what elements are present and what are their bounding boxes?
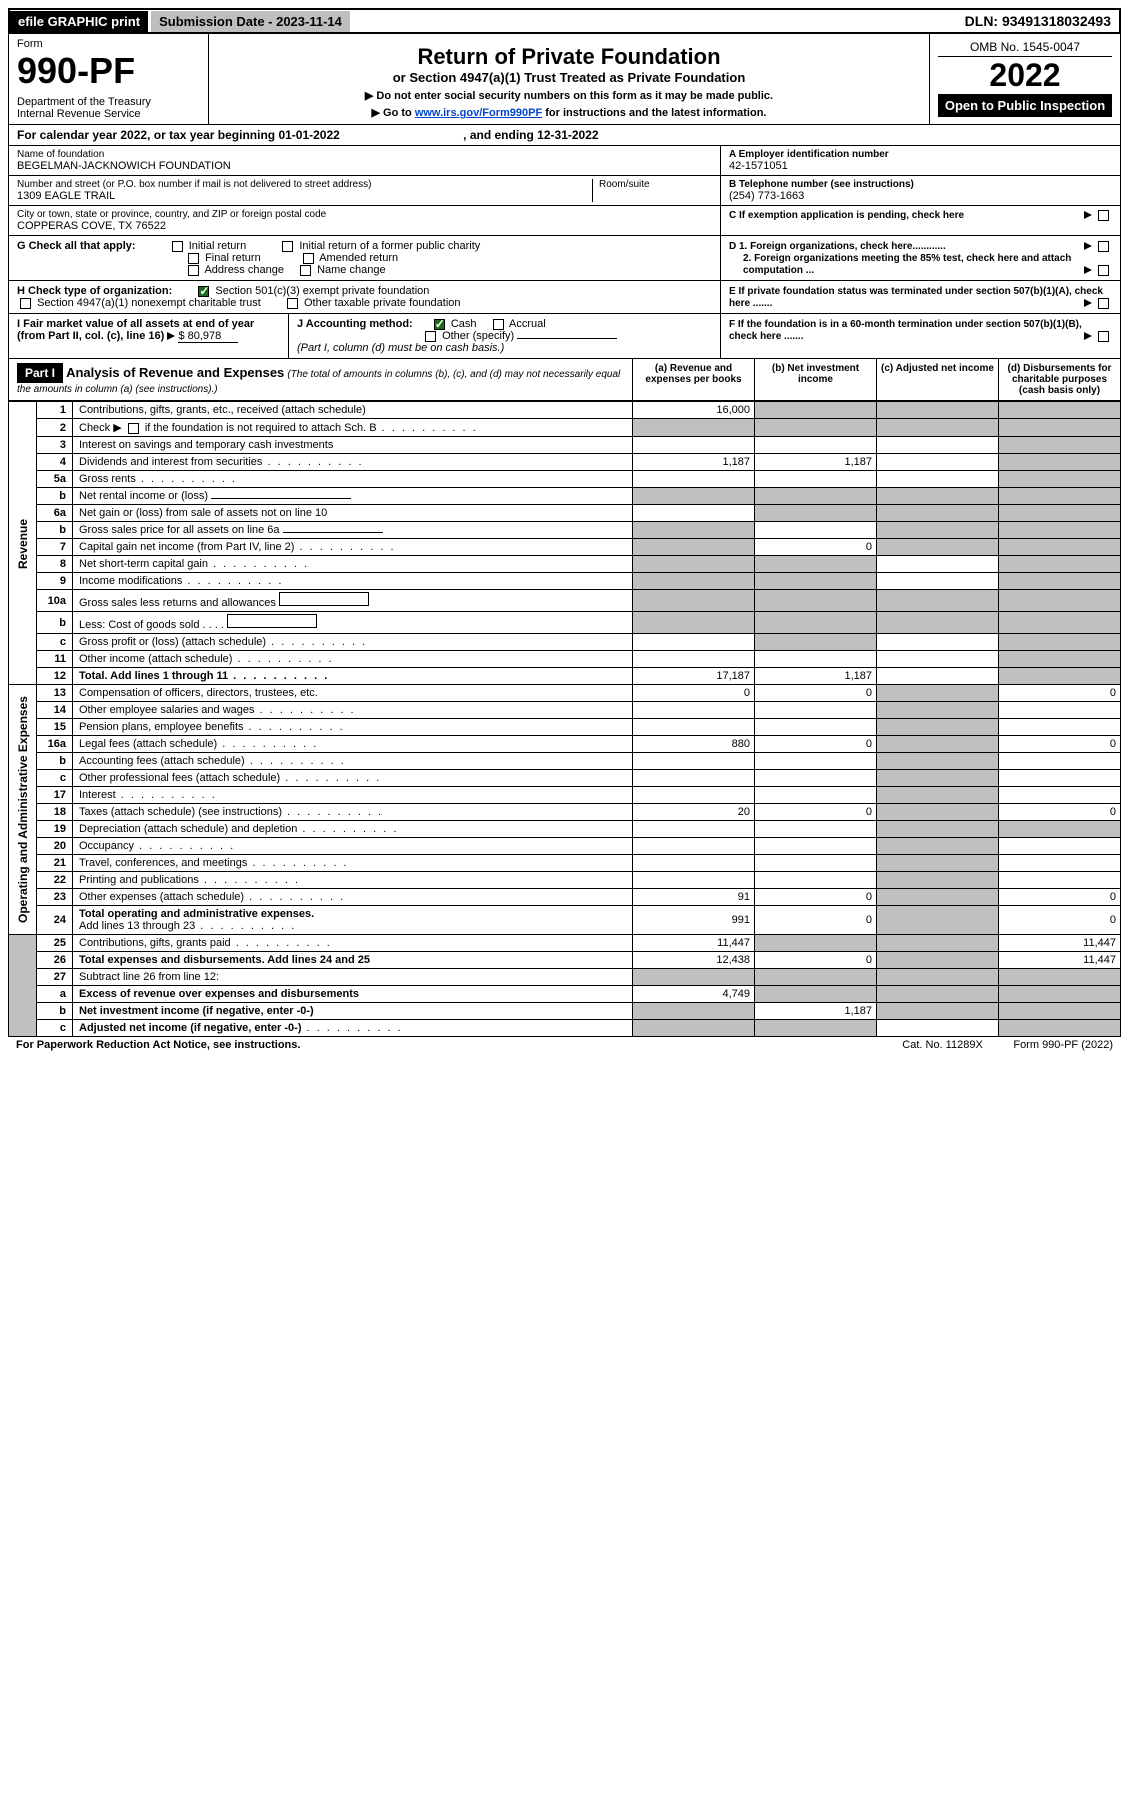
g-row: G Check all that apply: Initial return I… <box>8 236 1121 281</box>
checkbox-c[interactable] <box>1098 210 1109 221</box>
instr-1: ▶ Do not enter social security numbers o… <box>217 89 921 102</box>
checkbox-name[interactable] <box>300 265 311 276</box>
h-row: H Check type of organization: Section 50… <box>8 281 1121 314</box>
ij-row: I Fair market value of all assets at end… <box>8 314 1121 359</box>
checkbox-initial[interactable] <box>172 241 183 252</box>
header-right: OMB No. 1545-0047 2022 Open to Public In… <box>930 34 1120 124</box>
checkbox-501c3[interactable] <box>198 286 209 297</box>
dept-label: Department of the Treasury Internal Reve… <box>17 96 200 120</box>
checkbox-address[interactable] <box>188 265 199 276</box>
arrow-icon <box>1084 332 1092 340</box>
col-b-head: (b) Net investment income <box>754 359 876 400</box>
tax-year: 2022 <box>938 57 1112 94</box>
form-title: Return of Private Foundation <box>217 44 921 70</box>
checkbox-initial-former[interactable] <box>282 241 293 252</box>
checkbox-other-method[interactable] <box>425 331 436 342</box>
col-c-head: (c) Adjusted net income <box>876 359 998 400</box>
form-number: 990-PF <box>17 50 200 92</box>
form-container: efile GRAPHIC print Submission Date - 20… <box>0 0 1129 1061</box>
name-cell: Name of foundation BEGELMAN-JACKNOWICH F… <box>9 146 720 176</box>
expenses-side: Operating and Administrative Expenses <box>9 685 37 935</box>
checkbox-accrual[interactable] <box>493 319 504 330</box>
info-right: A Employer identification number 42-1571… <box>720 146 1120 235</box>
checkbox-4947[interactable] <box>20 298 31 309</box>
revenue-side: Revenue <box>9 402 37 685</box>
col-d-head: (d) Disbursements for charitable purpose… <box>998 359 1120 400</box>
arrow-icon <box>1084 266 1092 274</box>
topbar: efile GRAPHIC print Submission Date - 20… <box>8 8 1121 34</box>
header-row: Form 990-PF Department of the Treasury I… <box>8 34 1121 125</box>
arrow-icon <box>1084 242 1092 250</box>
irs-link[interactable]: www.irs.gov/Form990PF <box>415 107 542 119</box>
checkbox-amended[interactable] <box>303 253 314 264</box>
info-grid: Name of foundation BEGELMAN-JACKNOWICH F… <box>8 146 1121 236</box>
ein-cell: A Employer identification number 42-1571… <box>721 146 1120 176</box>
info-left: Name of foundation BEGELMAN-JACKNOWICH F… <box>9 146 720 235</box>
calendar-year-row: For calendar year 2022, or tax year begi… <box>8 125 1121 146</box>
footer: For Paperwork Reduction Act Notice, see … <box>8 1037 1121 1053</box>
addr-cell: Number and street (or P.O. box number if… <box>9 176 720 206</box>
fmv-value: $ 80,978 <box>178 330 238 343</box>
arrow-icon <box>1084 299 1092 307</box>
submission-date: Submission Date - 2023-11-14 <box>151 11 350 32</box>
checkbox-d2[interactable] <box>1098 265 1109 276</box>
header-center: Return of Private Foundation or Section … <box>209 34 930 124</box>
omb-label: OMB No. 1545-0047 <box>938 38 1112 57</box>
part1-table: Revenue 1Contributions, gifts, grants, e… <box>8 401 1121 1037</box>
checkbox-final[interactable] <box>188 253 199 264</box>
checkbox-e[interactable] <box>1098 298 1109 309</box>
open-public: Open to Public Inspection <box>938 94 1112 117</box>
dln-label: DLN: 93491318032493 <box>957 10 1119 32</box>
checkbox-schb[interactable] <box>128 423 139 434</box>
arrow-icon <box>1084 211 1092 219</box>
header-left: Form 990-PF Department of the Treasury I… <box>9 34 209 124</box>
efile-label: efile GRAPHIC print <box>10 11 148 32</box>
arrow-icon <box>167 332 175 340</box>
part1-header: Part I Analysis of Revenue and Expenses … <box>8 359 1121 401</box>
checkbox-other-tax[interactable] <box>287 298 298 309</box>
city-cell: City or town, state or province, country… <box>9 206 720 235</box>
c-cell: C If exemption application is pending, c… <box>721 206 1120 224</box>
instr-2: ▶ Go to www.irs.gov/Form990PF for instru… <box>217 106 921 119</box>
col-a-head: (a) Revenue and expenses per books <box>632 359 754 400</box>
checkbox-cash[interactable] <box>434 319 445 330</box>
part1-tag: Part I <box>17 363 63 383</box>
phone-cell: B Telephone number (see instructions) (2… <box>721 176 1120 206</box>
checkbox-d1[interactable] <box>1098 241 1109 252</box>
checkbox-f[interactable] <box>1098 331 1109 342</box>
form-subtitle: or Section 4947(a)(1) Trust Treated as P… <box>217 70 921 85</box>
form-label: Form <box>17 38 200 50</box>
